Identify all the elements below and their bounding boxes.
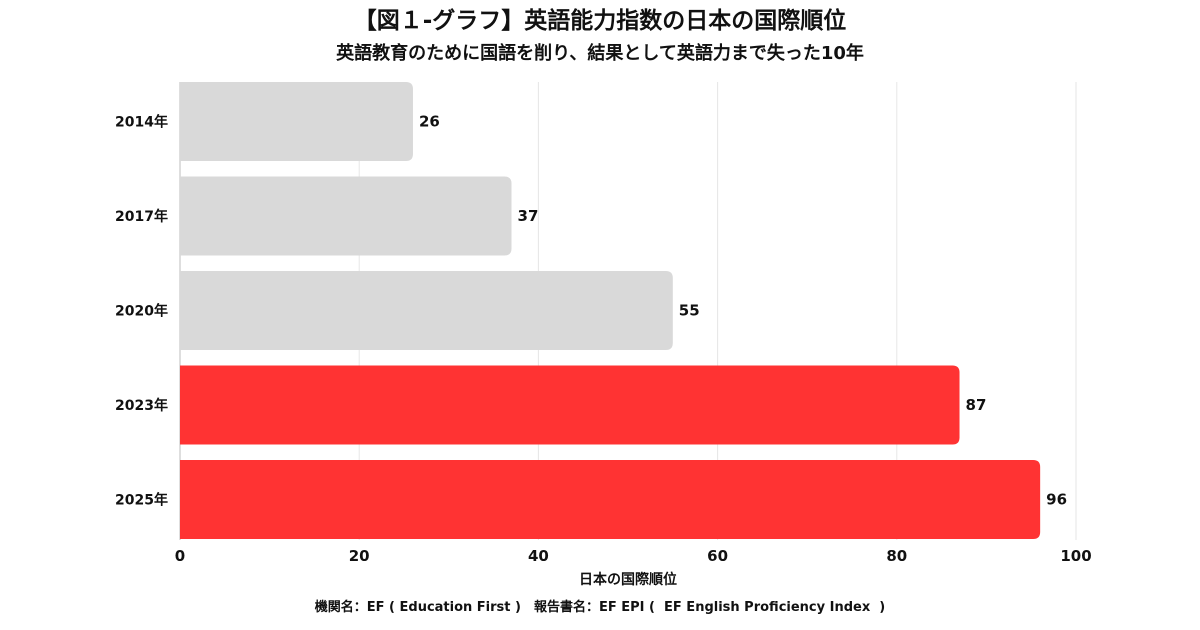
x-tick-label: 80: [886, 547, 907, 565]
source-note: 機関名：EF ( Education First ) 報告書名：EF EPI (…: [314, 600, 886, 615]
y-tick-label: 2020年: [115, 303, 168, 320]
bars: [180, 82, 1041, 539]
x-tick-label: 60: [707, 547, 728, 565]
y-tick-label: 2017年: [115, 208, 168, 225]
labels: 0 20 40 60 80 100 2014年 26 2017年 37 2020年 55 2023年 87…: [115, 113, 1092, 566]
data-label: 55: [679, 302, 700, 320]
bar: [180, 82, 413, 161]
chart-subtitle: 英語教育のために国語を削り、結果として英語力まで失った10年: [336, 43, 864, 64]
bar: [180, 460, 1041, 539]
chart-title: 【図１-グラフ】英語能力指数の日本の国際順位: [353, 8, 847, 34]
bar: [180, 176, 512, 256]
data-label: 96: [1046, 491, 1067, 509]
y-tick-label: 2025年: [115, 492, 168, 509]
data-label: 87: [966, 396, 987, 414]
x-tick-label: 20: [349, 547, 370, 565]
y-tick-label: 2014年: [115, 114, 168, 131]
x-tick-label: 40: [528, 547, 549, 565]
data-label: 26: [419, 113, 440, 131]
x-axis-title: 日本の国際順位: [579, 571, 677, 588]
bar: [180, 271, 673, 350]
x-tick-label: 0: [175, 547, 185, 565]
x-tick-label: 100: [1060, 547, 1091, 565]
data-label: 37: [518, 207, 539, 225]
y-tick-label: 2023年: [115, 397, 168, 414]
bar: [180, 365, 960, 445]
